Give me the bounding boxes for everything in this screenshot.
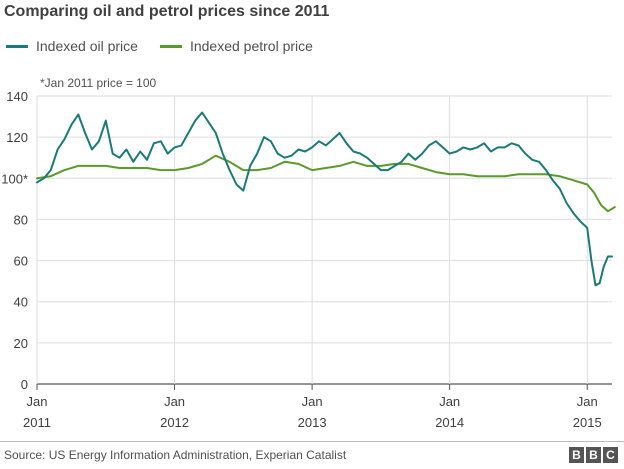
legend-swatch-petrol: [159, 44, 182, 48]
y-tick-label: 100*: [1, 171, 28, 186]
chart-title: Comparing oil and petrol prices since 20…: [4, 3, 330, 20]
legend-label-petrol: Indexed petrol price: [189, 38, 313, 54]
series-line-petrol: [36, 154, 616, 213]
series-line-oil: [36, 111, 613, 287]
y-tick-label: 40: [14, 295, 28, 310]
x-tick-label: Jan: [302, 394, 323, 409]
bbc-logo-letter: B: [569, 447, 584, 463]
x-tick-label: Jan: [164, 394, 185, 409]
x-tick-label: Jan: [577, 394, 598, 409]
y-axis: 0 20 40 60 80 100* 120 140: [1, 89, 28, 392]
series-group: [36, 111, 616, 287]
base-note: *Jan 2011 price = 100: [40, 76, 157, 90]
legend-item-petrol: Indexed petrol price: [159, 38, 313, 54]
x-tick-label: 2014: [435, 415, 464, 430]
x-tick-label: 2015: [573, 415, 602, 430]
legend-label-oil: Indexed oil price: [36, 38, 138, 54]
y-tick-label: 140: [6, 89, 28, 104]
grid: [36, 95, 612, 390]
source-text: Source: US Energy Information Administra…: [4, 448, 347, 462]
y-tick-label: 0: [21, 377, 28, 392]
line-chart: 0 20 40 60 80 100* 120 140 Jan 2011 Jan 2012 Jan 201…: [1, 89, 616, 430]
footer-divider: [0, 441, 624, 442]
x-tick-label: 2013: [298, 415, 327, 430]
bbc-logo: B B C: [567, 447, 618, 463]
bbc-logo-letter: C: [603, 447, 618, 463]
y-tick-label: 120: [6, 130, 28, 145]
y-tick-label: 80: [14, 212, 28, 227]
legend-swatch-oil: [6, 44, 28, 48]
y-tick-label: 60: [14, 254, 28, 269]
x-tick-label: 2011: [23, 415, 51, 430]
x-tick-label: 2012: [160, 415, 189, 430]
legend: Indexed oil price Indexed petrol price: [6, 37, 335, 55]
legend-item-oil: Indexed oil price: [6, 38, 138, 54]
x-tick-label: Jan: [439, 394, 460, 409]
bbc-logo-letter: B: [586, 447, 601, 463]
y-tick-label: 20: [14, 336, 28, 351]
x-tick-label: Jan: [27, 394, 48, 409]
x-axis: Jan 2011 Jan 2012 Jan 2013 Jan 2014 Jan 2015: [23, 394, 602, 430]
